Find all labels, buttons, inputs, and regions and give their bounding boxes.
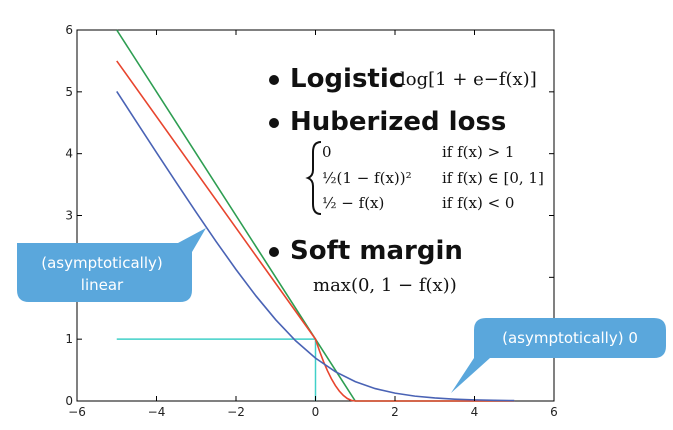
y-tick-label: 6 [65, 23, 73, 37]
callout-linear-bubble [17, 228, 206, 302]
huber-case-cond-2: if f(x) ∈ [0, 1] [442, 169, 544, 187]
y-tick-label: 1 [65, 332, 73, 346]
x-tick-label: 0 [312, 405, 320, 419]
huber-brace [305, 141, 322, 215]
huber-case-expr-1: 0 [322, 143, 332, 161]
soft-margin-formula: max(0, 1 − f(x)) [313, 275, 457, 296]
x-tick-label: −4 [148, 405, 166, 419]
callout-zero: (asymptotically) 0 [451, 318, 666, 393]
series-huberized-line [116, 60, 515, 402]
callout-zero-bubble [451, 318, 666, 393]
x-tick-label: −2 [227, 405, 245, 419]
x-tick-label: −6 [68, 405, 86, 419]
bullet-dot [269, 247, 279, 257]
series-layer [116, 29, 515, 402]
bullet-title-huberized: Huberized loss [290, 107, 506, 137]
callout-linear-line2: linear [81, 276, 124, 294]
y-tick-label: 4 [65, 147, 73, 161]
y-tick-label: 3 [65, 209, 73, 223]
logistic-formula: log[1 + e−f(x)] [400, 69, 537, 90]
x-tick-label: 6 [550, 405, 558, 419]
bullet-dot [269, 75, 279, 85]
reference-lines [116, 338, 317, 401]
callout-linear-line1: (asymptotically) [41, 254, 162, 272]
series-logistic-line [116, 90, 515, 402]
huber-case-cond-3: if f(x) < 0 [442, 194, 514, 212]
huber-cases: 0 if f(x) > 1 ½(1 − f(x))² if f(x) ∈ [0,… [305, 141, 544, 215]
huber-case-cond-1: if f(x) > 1 [442, 143, 514, 161]
bullet-soft-margin: Soft margin max(0, 1 − f(x)) [269, 236, 463, 296]
callout-linear: (asymptotically) linear [17, 228, 206, 302]
x-tick-label: 4 [471, 405, 479, 419]
bullet-title-logistic: Logistic [290, 64, 404, 94]
callout-zero-text: (asymptotically) 0 [502, 329, 638, 347]
huber-case-expr-2: ½(1 − f(x))² [322, 169, 412, 187]
x-tick-label: 2 [391, 405, 399, 419]
bullet-huberized: Huberized loss [269, 107, 506, 137]
bullet-dot [269, 118, 279, 128]
y-tick-label: 0 [65, 394, 73, 408]
bullet-logistic: Logistic log[1 + e−f(x)] [269, 64, 537, 94]
bullet-title-soft-margin: Soft margin [290, 236, 463, 266]
y-tick-label: 5 [65, 85, 73, 99]
huber-case-expr-3: ½ − f(x) [322, 194, 384, 212]
